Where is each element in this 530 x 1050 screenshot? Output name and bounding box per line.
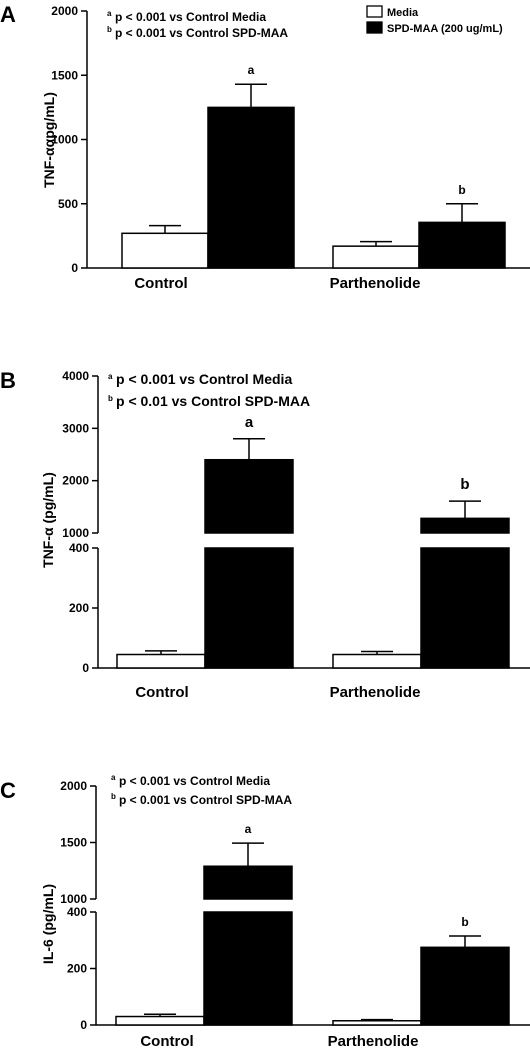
y-tick-label: 200 xyxy=(67,962,87,976)
y-tick-label: 4000 xyxy=(62,369,89,383)
y-tick-label: 2000 xyxy=(51,4,78,18)
x-tick-label: Parthenolide xyxy=(328,1033,419,1050)
y-tick-label: 1000 xyxy=(60,892,87,906)
note-text: p < 0.01 vs Control SPD-MAA xyxy=(116,393,310,409)
y-tick-label: 0 xyxy=(80,1018,87,1032)
y-tick-label: 3000 xyxy=(62,421,89,435)
note-superscript: b xyxy=(111,792,116,801)
legend-swatch xyxy=(366,5,383,18)
x-tick-label: Control xyxy=(140,1033,193,1050)
note-text: p < 0.001 vs Control Media xyxy=(116,371,292,387)
bar xyxy=(115,1015,205,1026)
significance-label: b xyxy=(461,915,468,929)
significance-label: b xyxy=(458,183,465,197)
y-tick-label: 0 xyxy=(82,661,89,675)
y-tick-label: 2000 xyxy=(60,779,87,793)
significance-label: a xyxy=(245,414,254,431)
bar xyxy=(116,653,206,669)
note-superscript: a xyxy=(108,372,113,381)
panel-label: C xyxy=(0,778,16,803)
significance-label: b xyxy=(460,476,469,493)
y-axis-label: TNF-α (pg/mL) xyxy=(40,472,56,568)
y-tick-label: 0 xyxy=(71,261,78,275)
y-tick-label: 1000 xyxy=(51,133,78,147)
y-tick-label: 2000 xyxy=(62,474,89,488)
note-text: p < 0.001 vs Control SPD-MAA xyxy=(119,793,292,807)
x-tick-label: Control xyxy=(135,684,188,701)
bar-segment-lower xyxy=(203,911,293,1026)
bar-segment-upper xyxy=(203,865,293,900)
bar-segment-upper xyxy=(420,517,510,534)
bar xyxy=(420,946,510,1026)
y-tick-label: 500 xyxy=(58,197,78,211)
bar-segment-lower xyxy=(204,547,294,669)
significance-label: a xyxy=(245,822,252,836)
note-superscript: a xyxy=(111,773,116,782)
y-axis-label: TNF-ααpg/mL) xyxy=(41,92,57,188)
panel-label: A xyxy=(0,2,16,27)
bar-segment-upper xyxy=(204,458,294,534)
bar xyxy=(332,1020,422,1026)
bar xyxy=(418,221,506,269)
significance-label: a xyxy=(248,63,255,77)
note-superscript: b xyxy=(107,25,112,34)
legend-entry: Media xyxy=(387,7,419,19)
y-tick-label: 1500 xyxy=(51,68,78,82)
y-tick-label: 1500 xyxy=(60,836,87,850)
note-text: p < 0.001 vs Control Media xyxy=(119,774,270,788)
bar xyxy=(207,106,295,269)
note-superscript: b xyxy=(108,394,113,403)
panel-label: B xyxy=(0,368,16,393)
y-axis-label: IL-6 (pg/mL) xyxy=(40,884,56,964)
x-tick-label: Parthenolide xyxy=(330,275,421,292)
bar xyxy=(332,245,420,269)
note-superscript: a xyxy=(107,9,112,18)
y-tick-label: 1000 xyxy=(62,526,89,540)
note-text: p < 0.001 vs Control SPD-MAA xyxy=(115,26,288,40)
x-tick-label: Control xyxy=(134,275,187,292)
y-tick-label: 200 xyxy=(69,601,89,615)
x-tick-label: Parthenolide xyxy=(330,684,421,701)
y-tick-label: 400 xyxy=(67,905,87,919)
note-text: p < 0.001 vs Control Media xyxy=(115,10,266,24)
bar xyxy=(121,232,209,269)
y-tick-label: 400 xyxy=(69,541,89,555)
bar-segment-lower xyxy=(420,547,510,669)
legend-swatch xyxy=(366,21,383,34)
legend-entry: SPD-MAA (200 ug/mL) xyxy=(387,23,503,35)
bar xyxy=(332,653,422,669)
